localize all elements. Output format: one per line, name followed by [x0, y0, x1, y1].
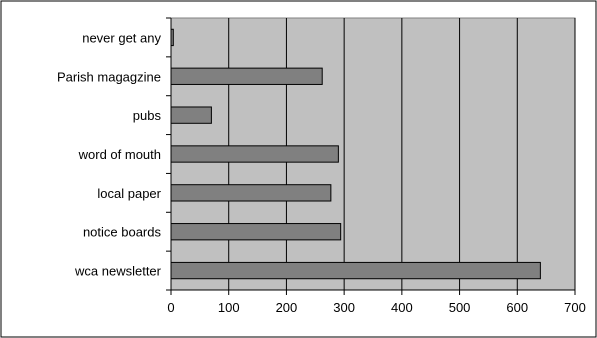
bar [170, 145, 339, 163]
bar [170, 261, 541, 280]
bars [170, 28, 541, 280]
x-tick-label: 500 [449, 300, 471, 315]
bar [170, 106, 212, 124]
category-labels: never get any Parish magagzine pubs word of… [57, 30, 162, 278]
x-tick-label: 200 [276, 300, 298, 315]
bar [170, 184, 332, 202]
x-tick-label: 0 [167, 300, 174, 315]
category-label: notice boards [83, 225, 162, 240]
x-axis-ticks [170, 290, 576, 295]
category-label: wca newsletter [74, 264, 162, 279]
category-label: never get any [82, 30, 161, 45]
x-tick-label: 100 [218, 300, 240, 315]
category-label: local paper [97, 186, 161, 201]
x-tick-labels: 0 100 200 300 400 500 600 700 [167, 300, 585, 315]
category-label: pubs [133, 108, 162, 123]
bar [170, 67, 323, 85]
category-label: word of mouth [78, 147, 161, 162]
bar [170, 223, 342, 241]
x-tick-label: 300 [333, 300, 355, 315]
x-tick-label: 400 [391, 300, 413, 315]
y-axis-ticks [166, 17, 171, 291]
category-label: Parish magagzine [57, 69, 161, 84]
x-tick-label: 700 [564, 300, 586, 315]
x-tick-label: 600 [506, 300, 528, 315]
